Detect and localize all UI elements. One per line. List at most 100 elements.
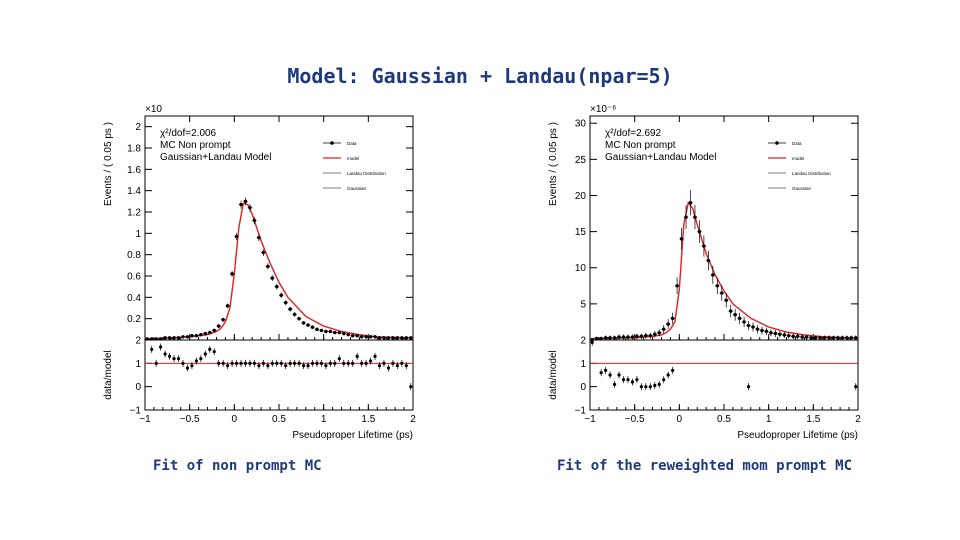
data-point bbox=[297, 316, 301, 321]
data-point bbox=[827, 336, 831, 340]
ratio-point bbox=[360, 361, 364, 365]
data-point bbox=[190, 334, 194, 338]
ratio-point bbox=[310, 361, 315, 365]
data-point bbox=[212, 328, 216, 333]
ratio-y-tick-label: −1 bbox=[575, 406, 587, 417]
data-point bbox=[310, 325, 315, 329]
ratio-point bbox=[257, 364, 261, 368]
data-point bbox=[359, 335, 364, 339]
y-exponent-label: ×10 bbox=[145, 104, 162, 115]
data-point bbox=[167, 336, 172, 340]
data-point bbox=[693, 215, 697, 219]
ratio-point bbox=[608, 373, 612, 377]
legend-label: Gaussian bbox=[792, 186, 812, 191]
fit-info-text: MC Non prompt bbox=[605, 140, 676, 151]
data-point bbox=[270, 276, 274, 280]
ratio-point bbox=[648, 385, 652, 389]
data-point bbox=[284, 300, 288, 305]
data-point bbox=[612, 336, 617, 340]
ratio-point bbox=[333, 361, 337, 365]
ratio-panel-frame bbox=[144, 339, 414, 411]
data-point bbox=[368, 335, 373, 339]
data-point bbox=[648, 333, 652, 338]
ratio-y-tick-label: 2 bbox=[580, 336, 586, 347]
data-point bbox=[684, 215, 688, 219]
ratio-point bbox=[382, 361, 386, 365]
ratio-point bbox=[400, 361, 404, 365]
y-exponent-label: ×10⁻⁶ bbox=[590, 104, 616, 115]
data-point bbox=[176, 336, 181, 340]
data-point bbox=[185, 335, 190, 339]
data-point bbox=[346, 332, 350, 337]
ratio-point bbox=[409, 385, 413, 389]
legend-label: Data bbox=[347, 141, 357, 146]
x-tick-label: −1 bbox=[584, 414, 596, 425]
ratio-point bbox=[185, 366, 190, 370]
data-point bbox=[653, 332, 657, 336]
data-point bbox=[662, 327, 666, 331]
ratio-point bbox=[324, 364, 328, 368]
data-point bbox=[796, 334, 800, 339]
data-point bbox=[275, 284, 279, 289]
data-point bbox=[746, 323, 751, 328]
left-figure-caption: Fit of non prompt MC bbox=[153, 458, 322, 474]
ratio-point bbox=[657, 382, 661, 386]
y-tick-label: 5 bbox=[580, 299, 586, 310]
right-figure-caption: Fit of the reweighted mom prompt MC bbox=[557, 458, 853, 474]
ratio-y-tick-label: 1 bbox=[580, 359, 586, 370]
ratio-point bbox=[599, 371, 603, 375]
data-point bbox=[791, 334, 795, 339]
data-point bbox=[154, 337, 158, 341]
y-tick-label: 20 bbox=[575, 191, 587, 202]
data-point bbox=[257, 235, 261, 240]
data-point bbox=[373, 335, 377, 339]
data-point bbox=[778, 332, 782, 336]
data-point bbox=[599, 336, 603, 341]
ratio-point bbox=[212, 350, 216, 354]
ratio-point bbox=[194, 359, 198, 363]
data-point bbox=[266, 264, 270, 269]
data-point bbox=[729, 309, 733, 313]
x-tick-label: 1 bbox=[321, 414, 327, 425]
ratio-point bbox=[172, 357, 176, 361]
ratio-point bbox=[239, 361, 243, 365]
data-point bbox=[234, 234, 239, 239]
data-point bbox=[208, 330, 212, 335]
data-point bbox=[644, 333, 648, 338]
data-point bbox=[639, 334, 644, 339]
ratio-point bbox=[270, 361, 274, 365]
ratio-point bbox=[248, 361, 252, 365]
ratio-y-tick-label: 1 bbox=[135, 359, 141, 370]
x-tick-label: 1 bbox=[766, 414, 772, 425]
data-point bbox=[199, 332, 203, 337]
y-tick-label: 0.6 bbox=[127, 272, 141, 283]
data-point bbox=[351, 334, 355, 338]
x-axis-title: Pseudoproper Lifetime (ps) bbox=[292, 430, 413, 441]
x-tick-label: 0.5 bbox=[272, 414, 286, 425]
x-axis-title: Pseudoproper Lifetime (ps) bbox=[737, 430, 858, 441]
data-point bbox=[617, 335, 621, 339]
ratio-point bbox=[208, 347, 212, 351]
data-point bbox=[697, 229, 702, 234]
legend-label: model bbox=[347, 156, 359, 161]
ratio-point bbox=[199, 357, 203, 361]
ratio-point bbox=[653, 383, 657, 388]
x-tick-label: 1.5 bbox=[806, 414, 820, 425]
legend-marker bbox=[775, 141, 779, 145]
x-tick-label: −0.5 bbox=[180, 414, 200, 425]
data-point bbox=[715, 284, 719, 288]
data-point bbox=[751, 325, 755, 329]
ratio-point bbox=[346, 361, 350, 365]
ratio-point bbox=[163, 352, 167, 356]
data-point bbox=[333, 330, 337, 335]
data-point bbox=[831, 336, 836, 340]
data-point bbox=[773, 331, 778, 336]
ratio-point bbox=[319, 361, 324, 365]
data-point bbox=[221, 318, 225, 322]
data-point bbox=[315, 327, 319, 332]
ratio-point bbox=[391, 361, 395, 365]
x-tick-label: 0.5 bbox=[717, 414, 731, 425]
x-tick-label: 2 bbox=[410, 414, 416, 425]
data-point bbox=[595, 336, 599, 341]
ratio-point bbox=[373, 354, 377, 358]
